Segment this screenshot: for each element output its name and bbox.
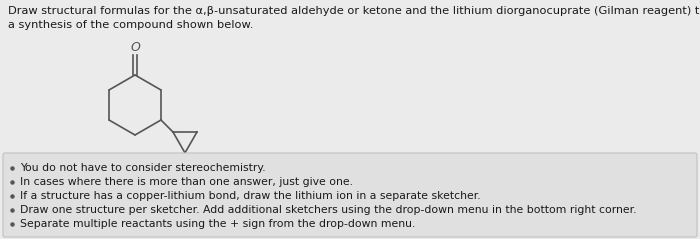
Text: In cases where there is more than one answer, just give one.: In cases where there is more than one an…	[20, 177, 353, 187]
Text: Separate multiple reactants using the + sign from the drop-down menu.: Separate multiple reactants using the + …	[20, 219, 415, 229]
Text: If a structure has a copper-lithium bond, draw the lithium ion in a separate ske: If a structure has a copper-lithium bond…	[20, 191, 481, 201]
FancyBboxPatch shape	[3, 153, 697, 237]
Text: O: O	[130, 41, 140, 54]
Text: Draw structural formulas for the α,β-unsaturated aldehyde or ketone and the lith: Draw structural formulas for the α,β-uns…	[8, 6, 700, 30]
Text: You do not have to consider stereochemistry.: You do not have to consider stereochemis…	[20, 163, 265, 173]
Text: Draw one structure per sketcher. Add additional sketchers using the drop-down me: Draw one structure per sketcher. Add add…	[20, 205, 636, 215]
